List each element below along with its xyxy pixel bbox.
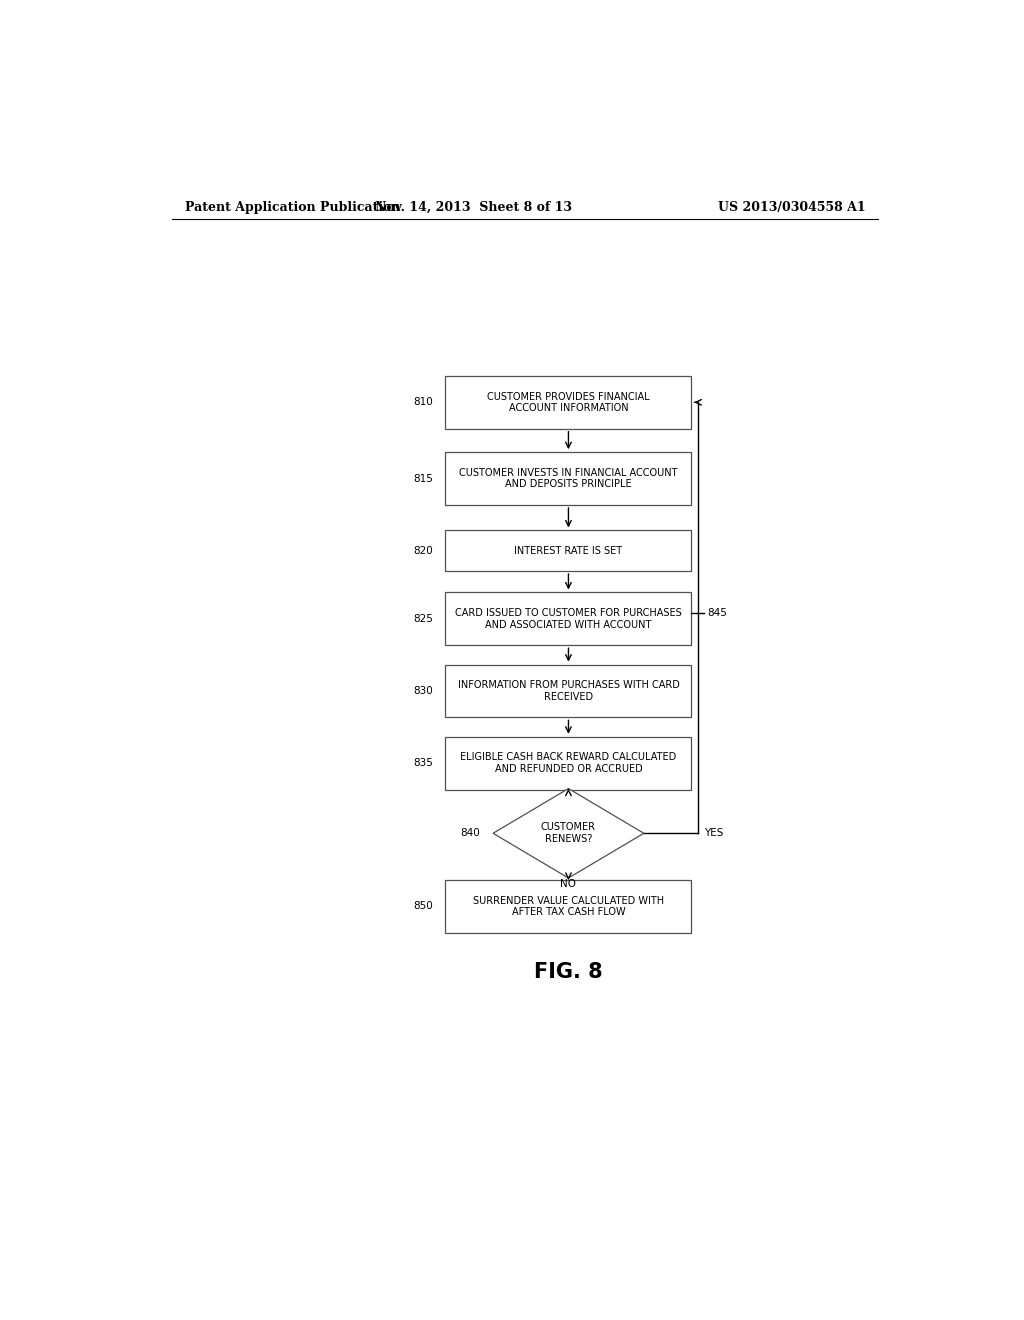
Text: CUSTOMER PROVIDES FINANCIAL
ACCOUNT INFORMATION: CUSTOMER PROVIDES FINANCIAL ACCOUNT INFO…: [487, 392, 650, 413]
FancyBboxPatch shape: [445, 593, 691, 645]
Polygon shape: [494, 788, 644, 878]
Text: 840: 840: [461, 828, 480, 838]
Text: YES: YES: [705, 828, 724, 838]
Text: Patent Application Publication: Patent Application Publication: [185, 201, 400, 214]
Text: 845: 845: [708, 607, 727, 618]
Text: US 2013/0304558 A1: US 2013/0304558 A1: [719, 201, 866, 214]
Text: 815: 815: [413, 474, 433, 483]
FancyBboxPatch shape: [445, 376, 691, 429]
FancyBboxPatch shape: [445, 880, 691, 933]
Text: CARD ISSUED TO CUSTOMER FOR PURCHASES
AND ASSOCIATED WITH ACCOUNT: CARD ISSUED TO CUSTOMER FOR PURCHASES AN…: [455, 609, 682, 630]
Text: NO: NO: [560, 879, 577, 890]
Text: ELIGIBLE CASH BACK REWARD CALCULATED
AND REFUNDED OR ACCRUED: ELIGIBLE CASH BACK REWARD CALCULATED AND…: [461, 752, 677, 774]
Text: 820: 820: [413, 545, 433, 556]
FancyBboxPatch shape: [445, 531, 691, 572]
Text: 825: 825: [413, 614, 433, 624]
Text: Nov. 14, 2013  Sheet 8 of 13: Nov. 14, 2013 Sheet 8 of 13: [375, 201, 571, 214]
Text: CUSTOMER INVESTS IN FINANCIAL ACCOUNT
AND DEPOSITS PRINCIPLE: CUSTOMER INVESTS IN FINANCIAL ACCOUNT AN…: [459, 467, 678, 490]
Text: 810: 810: [413, 397, 433, 408]
Text: 835: 835: [413, 758, 433, 768]
Text: 850: 850: [413, 902, 433, 912]
Text: INTEREST RATE IS SET: INTEREST RATE IS SET: [514, 545, 623, 556]
Text: CUSTOMER
RENEWS?: CUSTOMER RENEWS?: [541, 822, 596, 843]
FancyBboxPatch shape: [445, 453, 691, 506]
Text: INFORMATION FROM PURCHASES WITH CARD
RECEIVED: INFORMATION FROM PURCHASES WITH CARD REC…: [458, 680, 679, 702]
Text: FIG. 8: FIG. 8: [535, 961, 603, 982]
FancyBboxPatch shape: [445, 664, 691, 718]
Text: 830: 830: [413, 686, 433, 696]
FancyBboxPatch shape: [445, 737, 691, 789]
Text: SURRENDER VALUE CALCULATED WITH
AFTER TAX CASH FLOW: SURRENDER VALUE CALCULATED WITH AFTER TA…: [473, 896, 664, 917]
